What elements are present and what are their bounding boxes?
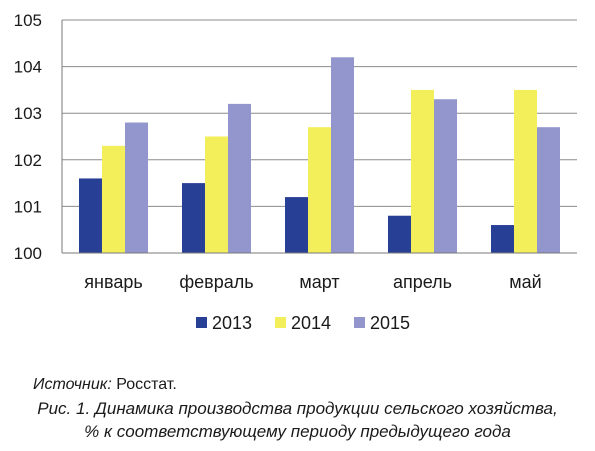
bar-2013 <box>285 197 308 253</box>
legend-label: 2015 <box>370 313 410 333</box>
figure-caption: Рис. 1. Динамика производства продукции … <box>0 397 595 443</box>
legend-swatch <box>354 317 365 328</box>
bar-chart: 100 101 102 103 104 105 январь февраль март апре… <box>14 11 577 333</box>
bars <box>79 57 560 254</box>
caption-line-1: Рис. 1. Динамика производства продукции … <box>37 399 558 418</box>
x-category-label: февраль <box>179 272 253 292</box>
x-category-label: май <box>509 272 541 292</box>
y-tick-label: 105 <box>14 11 42 30</box>
legend-swatch <box>275 317 286 328</box>
source-note: Источник: Росстат. <box>33 376 177 394</box>
legend-label: 2014 <box>291 313 331 333</box>
bar-2015 <box>434 99 457 253</box>
bar-2014 <box>102 145 125 253</box>
x-category-label: апрель <box>393 272 452 292</box>
y-tick-label: 102 <box>14 151 42 170</box>
y-tick-label: 101 <box>14 197 42 216</box>
bar-2015 <box>537 127 560 253</box>
bar-2014 <box>308 127 331 253</box>
bar-2013 <box>182 183 205 253</box>
bar-2015 <box>331 57 354 253</box>
x-category-label: март <box>299 272 339 292</box>
bar-2013 <box>79 178 102 253</box>
source-label: Источник: <box>33 376 112 393</box>
y-axis-ticks: 100 101 102 103 104 105 <box>14 11 42 263</box>
y-tick-label: 103 <box>14 104 42 123</box>
caption-line-2: % к соответствующему периоду предыдущего… <box>84 422 511 441</box>
y-tick-label: 104 <box>14 58 42 77</box>
source-value: Росстат. <box>116 376 177 393</box>
bar-2013 <box>388 215 411 253</box>
bar-2014 <box>205 136 228 253</box>
legend-label: 2013 <box>212 313 252 333</box>
bar-2013 <box>491 225 514 253</box>
x-axis-categories: январь февраль март апрель май <box>84 272 541 292</box>
bar-2015 <box>125 122 148 254</box>
y-tick-label: 100 <box>14 244 42 263</box>
bar-2014 <box>514 89 537 254</box>
x-category-label: январь <box>84 272 142 292</box>
bar-2014 <box>411 89 434 254</box>
bar-2015 <box>228 103 251 253</box>
legend: 2013 2014 2015 <box>196 313 410 333</box>
legend-swatch <box>196 317 207 328</box>
